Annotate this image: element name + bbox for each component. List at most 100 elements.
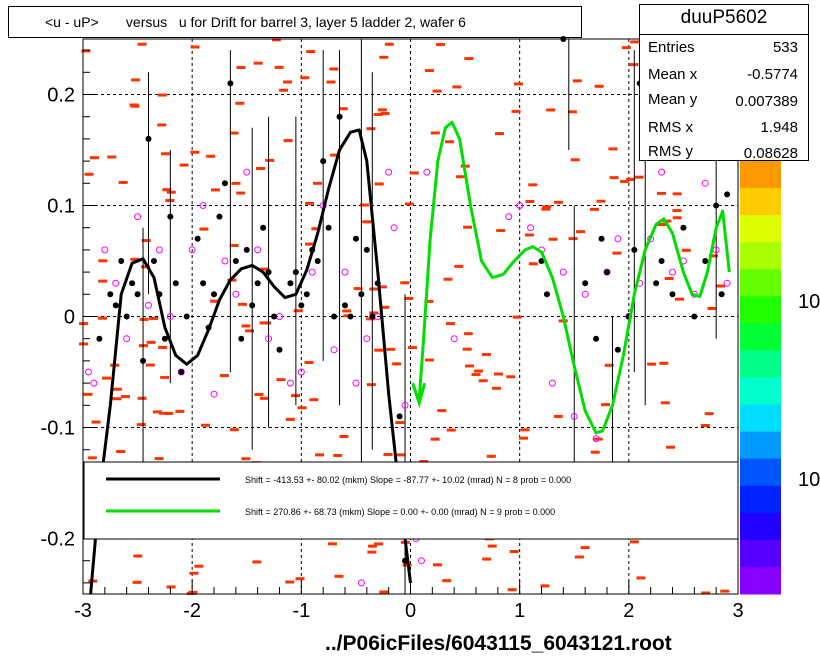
hist-cell: [112, 387, 122, 391]
profile-point: [150, 258, 157, 264]
open-marker: [505, 213, 513, 221]
hist-cell: [662, 219, 672, 223]
hist-cell: [455, 175, 465, 179]
hist-cell: [87, 456, 97, 460]
hist-cell: [630, 40, 640, 44]
open-marker: [166, 313, 174, 320]
stat-label-mean-x: Mean x: [648, 66, 698, 83]
palette-segment: [740, 188, 781, 216]
open-marker: [210, 390, 218, 398]
hist-cell: [139, 317, 149, 321]
x-tick-label: -2: [183, 600, 201, 622]
hist-cell: [330, 153, 340, 157]
title-box: <u - uP> versus u for Drift for barrel 3…: [8, 6, 582, 38]
hist-cell: [175, 409, 185, 413]
hist-cell: [120, 395, 130, 399]
hist-cell: [102, 376, 112, 380]
open-marker: [90, 379, 98, 387]
hist-cell: [576, 230, 586, 234]
hist-cell: [206, 154, 216, 158]
hist-cell: [463, 225, 473, 229]
palette-segment: [740, 323, 781, 351]
open-marker: [155, 246, 163, 254]
hist-cell: [362, 220, 372, 224]
stat-label-rms-x: RMS x: [648, 119, 693, 136]
hist-cell: [496, 229, 506, 233]
profile-point: [320, 158, 327, 165]
hist-cell: [407, 346, 417, 350]
hist-cell: [594, 84, 604, 88]
hist-cell: [601, 403, 611, 407]
hist-cell: [634, 175, 644, 179]
profile-point: [145, 135, 152, 142]
profile-point: [249, 302, 256, 309]
hist-cell: [478, 379, 488, 383]
hist-cell: [333, 453, 343, 457]
profile-point: [598, 235, 605, 242]
profile-point: [161, 335, 168, 342]
profile-point: [260, 224, 267, 231]
profile-point: [243, 246, 250, 253]
open-marker: [385, 168, 393, 176]
hist-cell: [546, 108, 556, 112]
hist-cell: [241, 457, 251, 461]
hist-cell: [664, 277, 674, 281]
profile-point: [669, 291, 676, 298]
hist-cell: [446, 322, 456, 326]
profile-point: [271, 313, 278, 320]
hist-cell: [432, 563, 442, 567]
hist-cell: [672, 209, 682, 213]
hist-cell: [241, 324, 251, 328]
hist-cell: [608, 147, 618, 151]
hist-cell: [366, 383, 376, 387]
open-marker: [570, 412, 578, 420]
hist-cell: [512, 315, 522, 319]
open-marker: [450, 335, 458, 343]
open-marker: [363, 335, 371, 343]
open-marker: [341, 268, 349, 276]
hist-cell: [136, 423, 146, 427]
hist-cell: [609, 176, 619, 180]
hist-cell: [462, 347, 472, 351]
palette-label: 10: [798, 469, 820, 491]
hist-cell: [199, 227, 209, 231]
hist-cell: [98, 259, 108, 263]
hist-cell: [231, 181, 241, 185]
hist-cell: [236, 65, 246, 69]
hist-cell: [79, 342, 89, 346]
hist-cell: [395, 421, 405, 425]
hist-cell: [374, 182, 384, 186]
hist-cell: [554, 200, 564, 204]
hist-cell: [548, 237, 558, 241]
hist-cell: [656, 191, 666, 195]
hist-cell: [660, 401, 670, 405]
profile-point: [691, 313, 698, 320]
hist-cell: [107, 155, 117, 159]
hist-cell: [373, 542, 383, 546]
hist-cell: [300, 76, 310, 80]
hist-cell: [79, 322, 89, 326]
profile-point: [325, 224, 332, 231]
profile-point: [194, 235, 201, 242]
profile-point: [134, 291, 141, 298]
x-tick-label: 2: [623, 600, 634, 622]
palette-segment: [740, 458, 781, 487]
hist-cell: [274, 65, 284, 69]
hist-cell: [511, 109, 521, 113]
palette-segment: [740, 242, 781, 270]
y-tick-label: -0.1: [41, 418, 75, 440]
hist-cell: [253, 61, 263, 65]
hist-cell: [621, 46, 631, 50]
profile-point: [292, 269, 299, 276]
profile-point: [140, 357, 147, 364]
hist-cell: [326, 80, 336, 84]
hist-cell: [309, 398, 319, 402]
hist-cell: [482, 557, 492, 561]
profile-point: [614, 346, 621, 353]
hist-cell: [81, 49, 91, 53]
hist-cell: [97, 316, 107, 320]
x-tick-label: 1: [514, 600, 525, 622]
hist-cell: [132, 580, 142, 584]
profile-point: [232, 258, 239, 264]
